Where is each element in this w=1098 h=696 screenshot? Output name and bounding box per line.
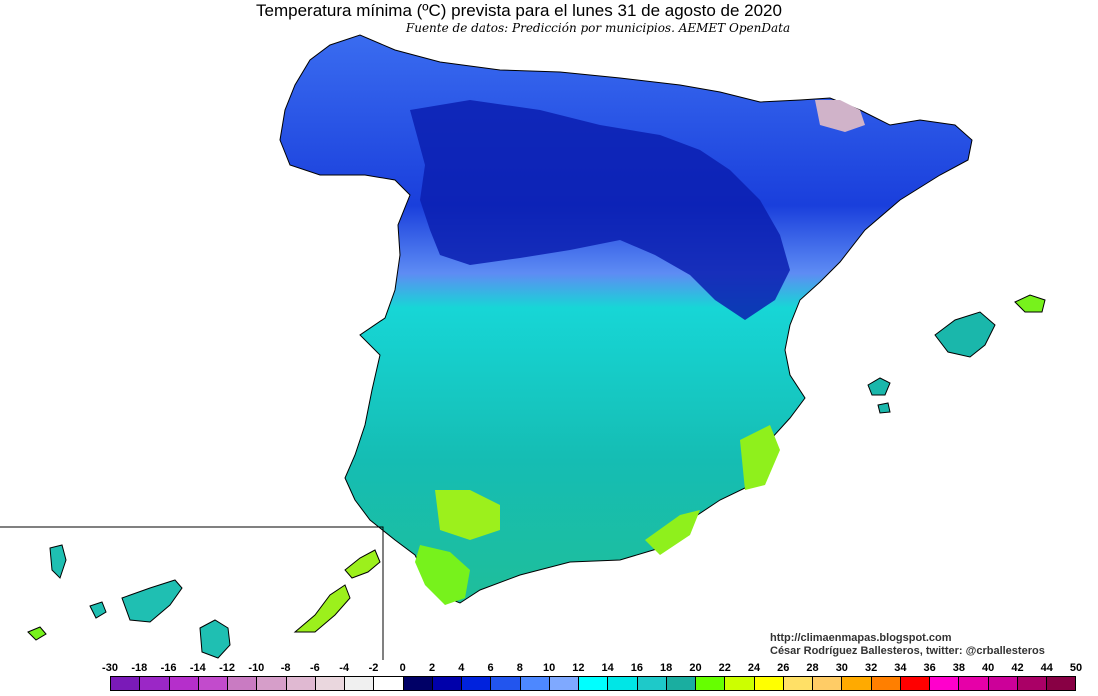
legend-swatch	[1017, 677, 1047, 690]
legend-tick-label: 26	[777, 662, 790, 674]
legend-tick-label: 32	[864, 662, 878, 674]
legend-tick-label: 12	[572, 662, 585, 674]
legend-swatch	[1047, 677, 1076, 690]
legend-tick-label: 10	[542, 662, 556, 674]
legend-tick-label: 0	[399, 662, 406, 674]
legend-swatch	[783, 677, 813, 690]
credit-url: http://climaenmapas.blogspot.com	[770, 632, 952, 644]
legend-tick-label: 4	[458, 662, 465, 674]
legend-swatch	[754, 677, 784, 690]
legend-tick-label: -4	[339, 662, 350, 674]
legend-tick-label: 40	[982, 662, 995, 674]
la-palma	[49, 544, 67, 579]
warm-patch-southwest	[415, 545, 470, 605]
legend-tick-label: 38	[952, 662, 966, 674]
ibiza	[867, 377, 891, 396]
warm-patch-almeria	[645, 510, 700, 555]
legend-swatch	[813, 677, 843, 690]
legend-swatch	[462, 677, 492, 690]
legend-tick-label: -8	[280, 662, 291, 674]
legend-tick-label: 20	[689, 662, 702, 674]
legend-tick-label: -12	[219, 662, 236, 674]
warm-patch-southeast	[740, 425, 780, 490]
legend-tick-label: -6	[310, 662, 320, 674]
legend-swatch	[579, 677, 609, 690]
fuerteventura	[293, 584, 351, 633]
legend-tick-label: -30	[102, 662, 118, 674]
legend-swatch	[520, 677, 550, 690]
legend-swatch	[111, 677, 141, 690]
legend-swatch	[286, 677, 316, 690]
mallorca	[934, 311, 996, 358]
legend-swatch	[900, 677, 930, 690]
legend-swatch	[988, 677, 1018, 690]
legend-tick-label: 18	[660, 662, 673, 674]
legend-tick-label: 44	[1040, 662, 1053, 674]
legend-swatch	[491, 677, 521, 690]
legend-tick-labels: -30 -18 -16 -14 -12 -10 -8 -6 -4 -2 0 2 4 6 8 10 12 14 16 1…	[0, 662, 1098, 676]
cold-core-north	[410, 100, 790, 320]
warm-patch-guadalquivir	[435, 490, 500, 540]
legend-tick-label: 24	[747, 662, 761, 674]
legend-tick-label: -18	[131, 662, 148, 674]
legend-swatch	[315, 677, 345, 690]
legend-swatch	[169, 677, 199, 690]
gran-canaria	[199, 619, 231, 659]
legend-tick-label: 34	[894, 662, 907, 674]
legend-swatch	[374, 677, 404, 690]
legend-tick-label: 8	[516, 662, 523, 674]
menorca	[1014, 294, 1046, 313]
legend-swatch	[725, 677, 755, 690]
lanzarote	[344, 549, 381, 579]
color-legend	[110, 676, 1076, 691]
legend-swatch	[666, 677, 696, 690]
legend-swatch	[608, 677, 638, 690]
legend-tick-label: -2	[368, 662, 379, 674]
credit-author: César Rodríguez Ballesteros, twitter: @c…	[770, 645, 1045, 657]
legend-swatch	[345, 677, 375, 690]
legend-tick-label: 6	[487, 662, 494, 674]
legend-tick-label: 14	[601, 662, 614, 674]
el-hierro	[27, 626, 47, 641]
legend-tick-label: 36	[923, 662, 936, 674]
legend-tick-label: 50	[1069, 662, 1083, 674]
legend-tick-label: -10	[248, 662, 265, 674]
legend-tick-label: 42	[1011, 662, 1024, 674]
legend-tick-label: 16	[630, 662, 644, 674]
peninsula-land	[279, 34, 973, 604]
legend-swatch	[959, 677, 989, 690]
pyrenees-patch	[815, 100, 865, 132]
legend-swatch	[140, 677, 170, 690]
legend-swatch	[696, 677, 726, 690]
formentera	[877, 402, 891, 414]
legend-tick-label: -16	[160, 662, 177, 674]
legend-swatch	[228, 677, 258, 690]
canary-inset-frame	[0, 526, 384, 660]
legend-swatch	[842, 677, 872, 690]
legend-swatch	[432, 677, 462, 690]
legend-swatch	[549, 677, 579, 690]
legend-tick-label: -14	[189, 662, 206, 674]
legend-tick-label: 22	[718, 662, 731, 674]
tenerife	[121, 579, 183, 623]
legend-tick-label: 28	[806, 662, 819, 674]
legend-swatch	[198, 677, 228, 690]
map-subtitle: Fuente de datos: Predicción por municipi…	[405, 21, 791, 35]
legend-tick-label: 2	[428, 662, 436, 674]
legend-tick-label: 30	[835, 662, 848, 674]
map-title: Temperatura mínima (ºC) prevista para el…	[256, 1, 782, 20]
legend-swatch	[637, 677, 667, 690]
la-gomera	[89, 601, 107, 619]
legend-swatch	[403, 677, 433, 690]
legend-swatch	[257, 677, 287, 690]
legend-swatch	[930, 677, 960, 690]
legend-swatch	[871, 677, 901, 690]
